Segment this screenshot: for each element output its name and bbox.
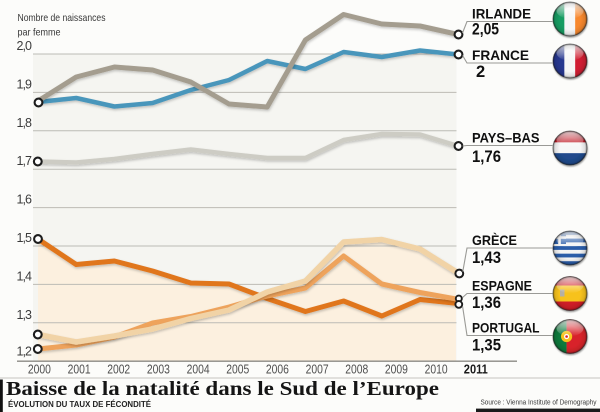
- svg-text:1,2: 1,2: [17, 345, 33, 359]
- svg-text:2000: 2000: [28, 362, 51, 376]
- svg-text:ÉVOLUTION DU TAUX DE FÉCONDITÉ: ÉVOLUTION DU TAUX DE FÉCONDITÉ: [8, 399, 151, 409]
- svg-text:Baisse de la natalité dans le: Baisse de la natalité dans le Sud de l’E…: [6, 379, 439, 400]
- svg-text:2001: 2001: [68, 362, 91, 376]
- svg-text:PORTUGAL: PORTUGAL: [472, 321, 540, 336]
- svg-text:1,4: 1,4: [17, 269, 33, 283]
- svg-text:1,9: 1,9: [17, 77, 33, 91]
- svg-text:2: 2: [476, 63, 485, 81]
- svg-text:2003: 2003: [147, 362, 170, 376]
- svg-text:Nombre de naissances: Nombre de naissances: [18, 12, 106, 24]
- svg-text:1,8: 1,8: [17, 116, 33, 130]
- svg-text:1,43: 1,43: [472, 249, 501, 267]
- svg-text:par femme: par femme: [18, 27, 61, 39]
- svg-text:2,05: 2,05: [472, 21, 499, 39]
- svg-text:2007: 2007: [306, 362, 329, 376]
- svg-text:1,76: 1,76: [472, 148, 501, 166]
- svg-text:1,7: 1,7: [17, 154, 33, 168]
- svg-text:1,5: 1,5: [17, 231, 33, 245]
- svg-text:2,0: 2,0: [17, 39, 33, 53]
- svg-text:2010: 2010: [425, 362, 448, 376]
- svg-text:2002: 2002: [107, 362, 130, 376]
- svg-text:2004: 2004: [187, 362, 210, 376]
- svg-text:2005: 2005: [226, 362, 249, 376]
- svg-text:1,36: 1,36: [472, 294, 501, 312]
- svg-text:1,6: 1,6: [17, 193, 33, 207]
- svg-text:PAYS–BAS: PAYS–BAS: [472, 131, 540, 146]
- svg-text:2006: 2006: [266, 362, 289, 376]
- svg-text:Source : Vienna Institute of D: Source : Vienna Institute of Demography: [481, 398, 597, 407]
- svg-text:2008: 2008: [345, 362, 368, 376]
- svg-text:GRÈCE: GRÈCE: [472, 232, 517, 248]
- svg-text:2011: 2011: [464, 362, 488, 376]
- svg-text:1,3: 1,3: [17, 308, 33, 322]
- svg-text:2009: 2009: [385, 362, 408, 376]
- svg-text:1,35: 1,35: [472, 337, 501, 355]
- svg-text:ESPAGNE: ESPAGNE: [472, 279, 532, 294]
- svg-text:FRANCE: FRANCE: [472, 48, 529, 63]
- svg-text:IRLANDE: IRLANDE: [472, 7, 531, 22]
